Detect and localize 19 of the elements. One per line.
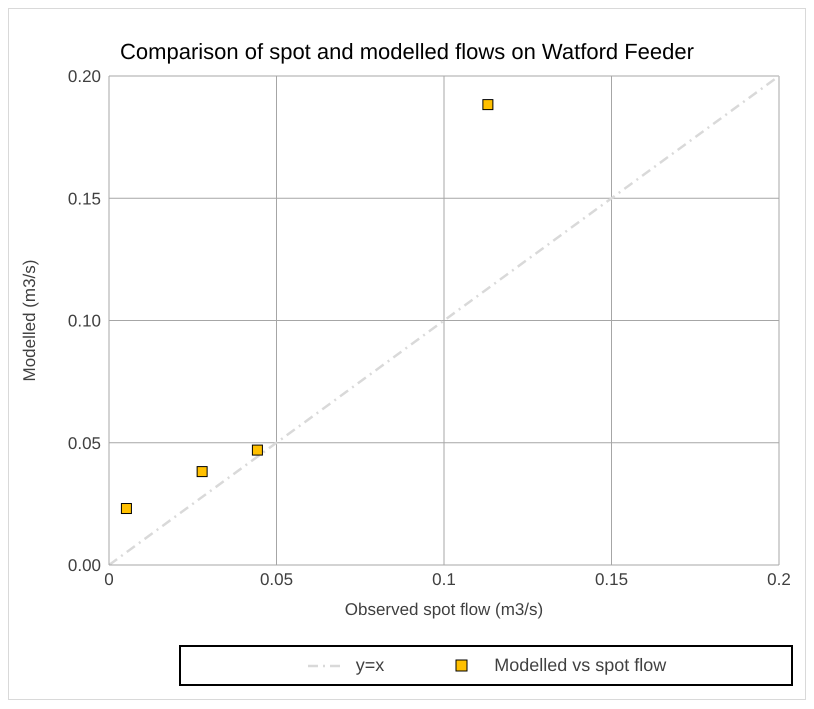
point (482, 99, 494, 110)
y-tick-label: 0.20 (68, 67, 101, 86)
point (120, 503, 132, 514)
legend-label: Modelled vs spot flow (494, 655, 666, 676)
x-tick-label: 0.05 (260, 570, 294, 590)
x-tick-label: 0 (104, 570, 114, 590)
x-tick-label: 0.1 (432, 570, 456, 590)
x-axis-title: Observed spot flow (m3/s) (344, 600, 544, 619)
y-tick-label: 0.00 (68, 556, 101, 576)
chart-title: Comparison of spot and modelled flows on Watford Feeder (119, 38, 695, 66)
point (196, 466, 208, 478)
x-tick-label: 0.2 (767, 570, 791, 590)
x-tick-label: 0.15 (594, 570, 628, 590)
y-tick-label: 0.10 (68, 312, 101, 331)
y-tick-label: 0.05 (68, 434, 101, 453)
legend-label: y=x (356, 655, 384, 676)
y-axis-title: Modelled (m3/s) (20, 260, 40, 382)
y-tick-label: 0.15 (68, 189, 101, 208)
point (252, 444, 263, 456)
